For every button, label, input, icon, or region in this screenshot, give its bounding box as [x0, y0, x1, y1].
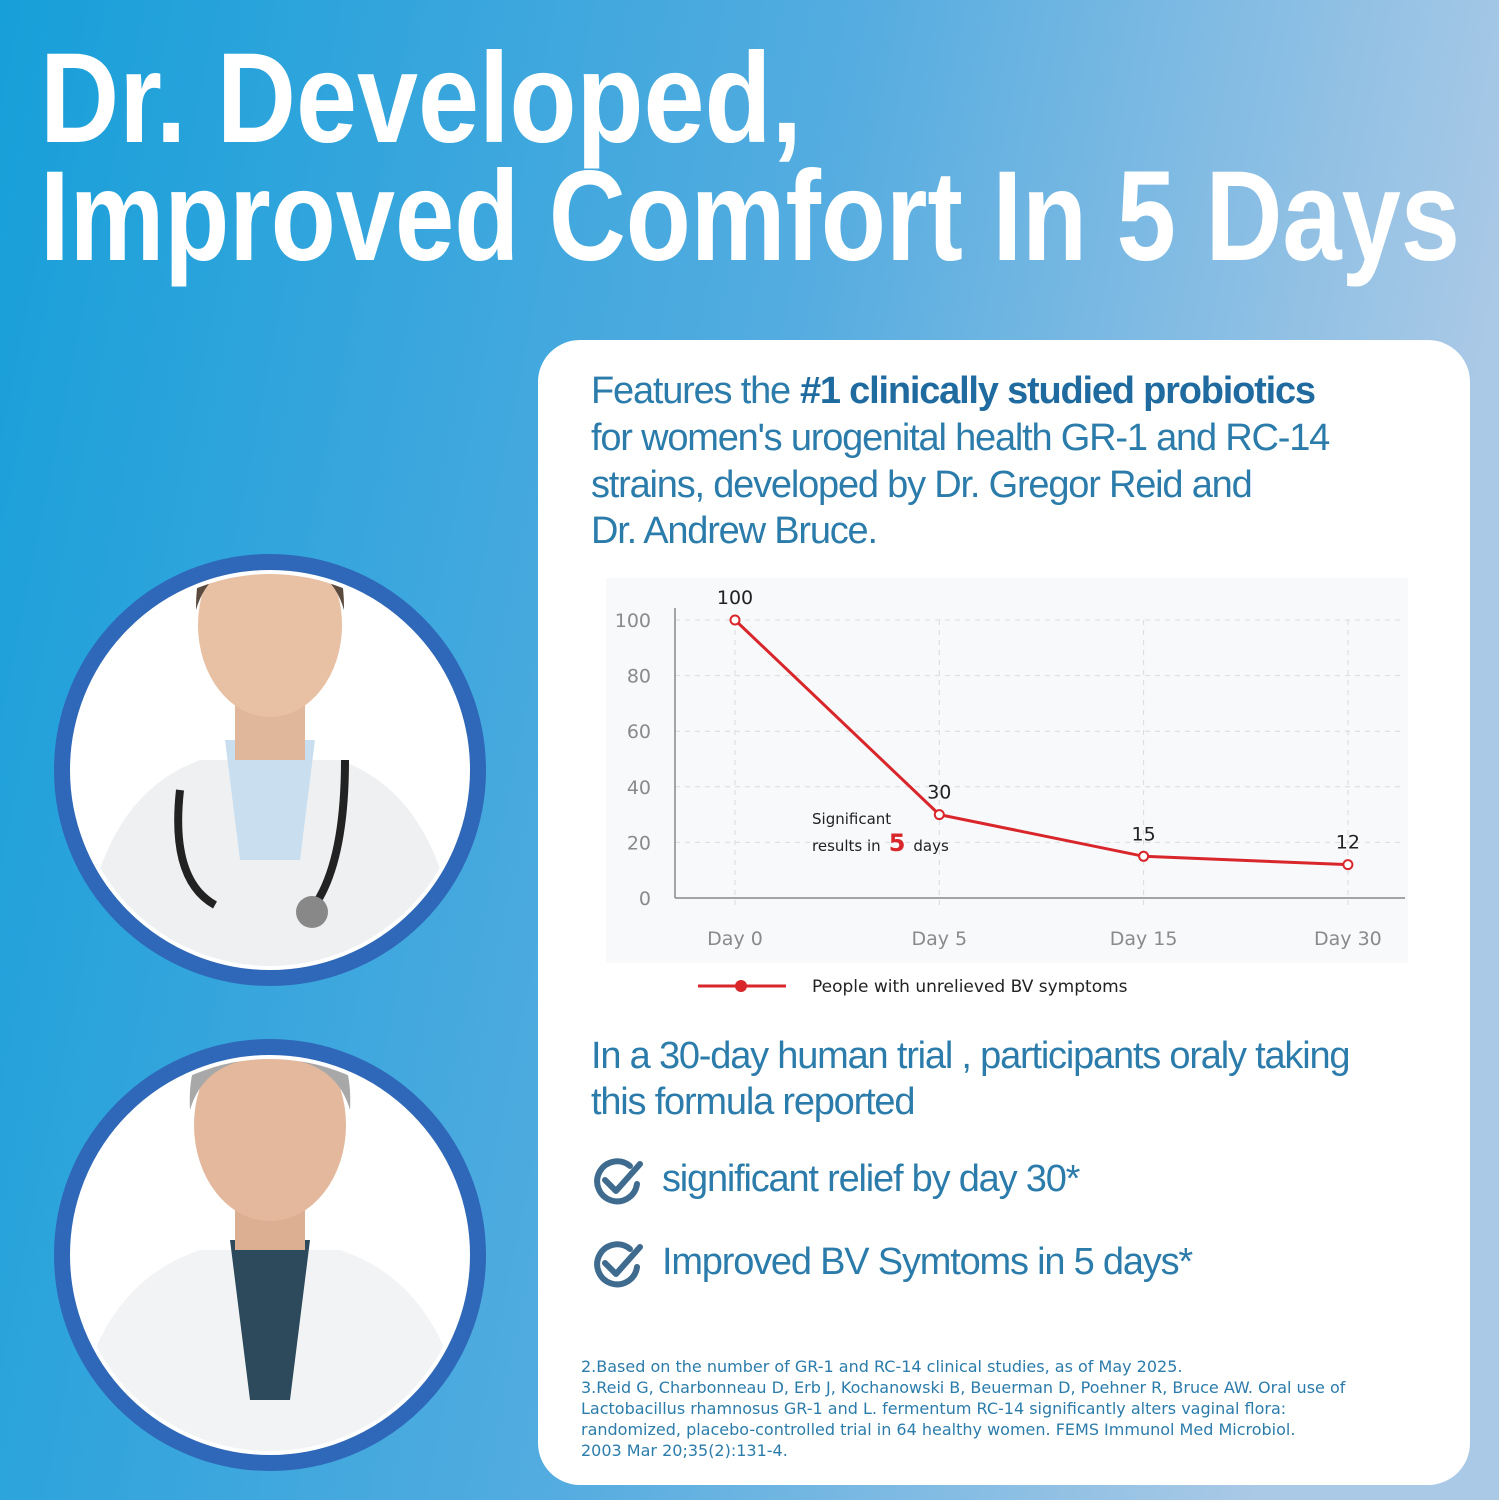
headline: Dr. Developed, — [40, 27, 802, 170]
legend-marker — [735, 980, 747, 992]
y-tick-label: 0 — [639, 888, 651, 910]
footnote: Lactobacillus rhamnosus GR-1 and L. ferm… — [581, 1399, 1286, 1418]
doctor-portrait — [54, 1039, 486, 1471]
data-label: 30 — [927, 782, 951, 804]
annotation-text: results in — [812, 837, 881, 855]
data-label: 15 — [1132, 823, 1156, 845]
annotation: results in 5 days — [812, 829, 949, 857]
check-text: significant relief by day 30* — [662, 1158, 1081, 1200]
annotation-highlight: 5 — [889, 829, 906, 857]
headline: Improved Comfort In 5 Days — [40, 145, 1460, 288]
data-point — [1342, 859, 1354, 871]
intro-line: Features the #1 clinically studied probio… — [591, 370, 1315, 412]
y-tick-label: 100 — [615, 610, 651, 632]
footnote: 2.Based on the number of GR-1 and RC-14 … — [581, 1357, 1182, 1376]
intro-line: for women's urogenital health GR-1 and R… — [591, 417, 1330, 459]
doctor-portrait — [54, 554, 486, 986]
x-tick-label: Day 0 — [707, 928, 763, 950]
footnote: randomized, placebo-controlled trial in … — [581, 1420, 1295, 1439]
x-tick-label: Day 15 — [1110, 928, 1178, 950]
y-tick-label: 80 — [627, 666, 651, 688]
data-label: 100 — [717, 587, 753, 609]
data-point — [1138, 850, 1150, 862]
footnote: 3.Reid G, Charbonneau D, Erb J, Kochanow… — [581, 1378, 1346, 1397]
check-text: Improved BV Symtoms in 5 days* — [662, 1241, 1193, 1283]
trial-line: In a 30-day human trial , participants o… — [591, 1035, 1349, 1077]
annotation-text: days — [913, 837, 949, 855]
chart: 0 20 40 60 80 100 Day 0 Day 5 Day 15 Day 30 100 30 1… — [615, 587, 1405, 997]
check-icon — [594, 1158, 643, 1205]
y-tick-label: 40 — [627, 777, 651, 799]
data-point — [729, 614, 741, 626]
annotation: Significant — [812, 810, 891, 828]
chart-panel — [606, 578, 1408, 963]
check-icon — [594, 1241, 643, 1288]
y-tick-label: 60 — [627, 721, 651, 743]
data-line — [733, 618, 1348, 867]
intro-line: Dr. Andrew Bruce. — [591, 510, 877, 552]
data-label: 12 — [1336, 832, 1360, 854]
legend-label: People with unrelieved BV symptoms — [812, 977, 1128, 997]
data-point — [933, 809, 945, 821]
intro-text: Features the — [591, 370, 790, 412]
trial-line: this formula reported — [591, 1081, 914, 1123]
footnote: 2003 Mar 20;35(2):131-4. — [581, 1441, 788, 1460]
intro-bold: #1 clinically studied probiotics — [800, 370, 1315, 412]
x-tick-label: Day 30 — [1314, 928, 1382, 950]
x-tick-label: Day 5 — [911, 928, 967, 950]
y-tick-label: 20 — [627, 832, 651, 854]
intro-line: strains, developed by Dr. Gregor Reid an… — [591, 464, 1252, 506]
